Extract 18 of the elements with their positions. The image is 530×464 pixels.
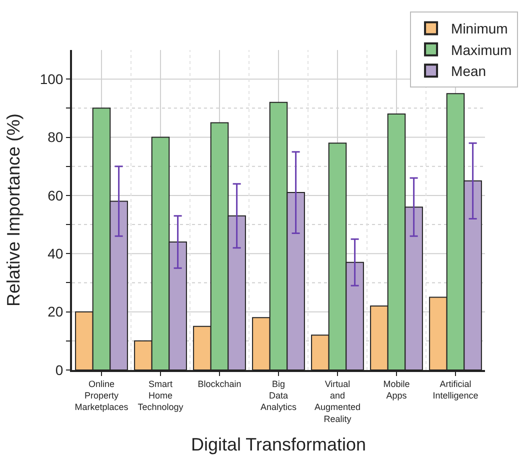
- y-tick-label: 100: [40, 70, 64, 87]
- y-tick-label: 80: [48, 129, 64, 146]
- y-axis-title: Relative Importance (%): [4, 113, 24, 307]
- legend-label: Minimum: [451, 20, 508, 37]
- y-tick-label: 0: [55, 362, 64, 378]
- x-tick-label: Mobile Apps: [383, 378, 410, 400]
- legend-label: Maximum: [451, 42, 512, 58]
- x-tick-label: Big Data Analytics: [260, 378, 298, 412]
- x-axis-title: Digital Transformation: [190, 434, 366, 454]
- x-tick-label: Artificial Intelligence: [432, 378, 478, 400]
- x-tick-label: Virtual and Augmented Reality: [314, 378, 361, 424]
- x-tick-label: Online Property Marketplaces: [74, 378, 129, 412]
- y-tick-label: 60: [48, 187, 64, 204]
- y-tick-label: 40: [48, 246, 64, 262]
- legend-label: Mean: [451, 63, 486, 80]
- y-tick-label: 20: [48, 304, 64, 320]
- x-tick-label: Smart Home Technology: [138, 378, 184, 412]
- x-tick-label: Blockchain: [198, 378, 242, 389]
